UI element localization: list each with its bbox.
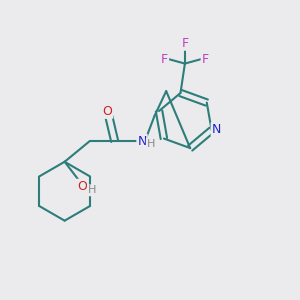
Text: F: F xyxy=(181,37,188,50)
Text: F: F xyxy=(202,52,209,66)
Text: F: F xyxy=(161,52,168,66)
Text: H: H xyxy=(147,139,155,149)
Text: O: O xyxy=(102,105,112,118)
Text: N: N xyxy=(212,123,221,136)
Text: H: H xyxy=(88,185,96,195)
Text: N: N xyxy=(137,135,147,148)
Text: O: O xyxy=(77,180,87,193)
